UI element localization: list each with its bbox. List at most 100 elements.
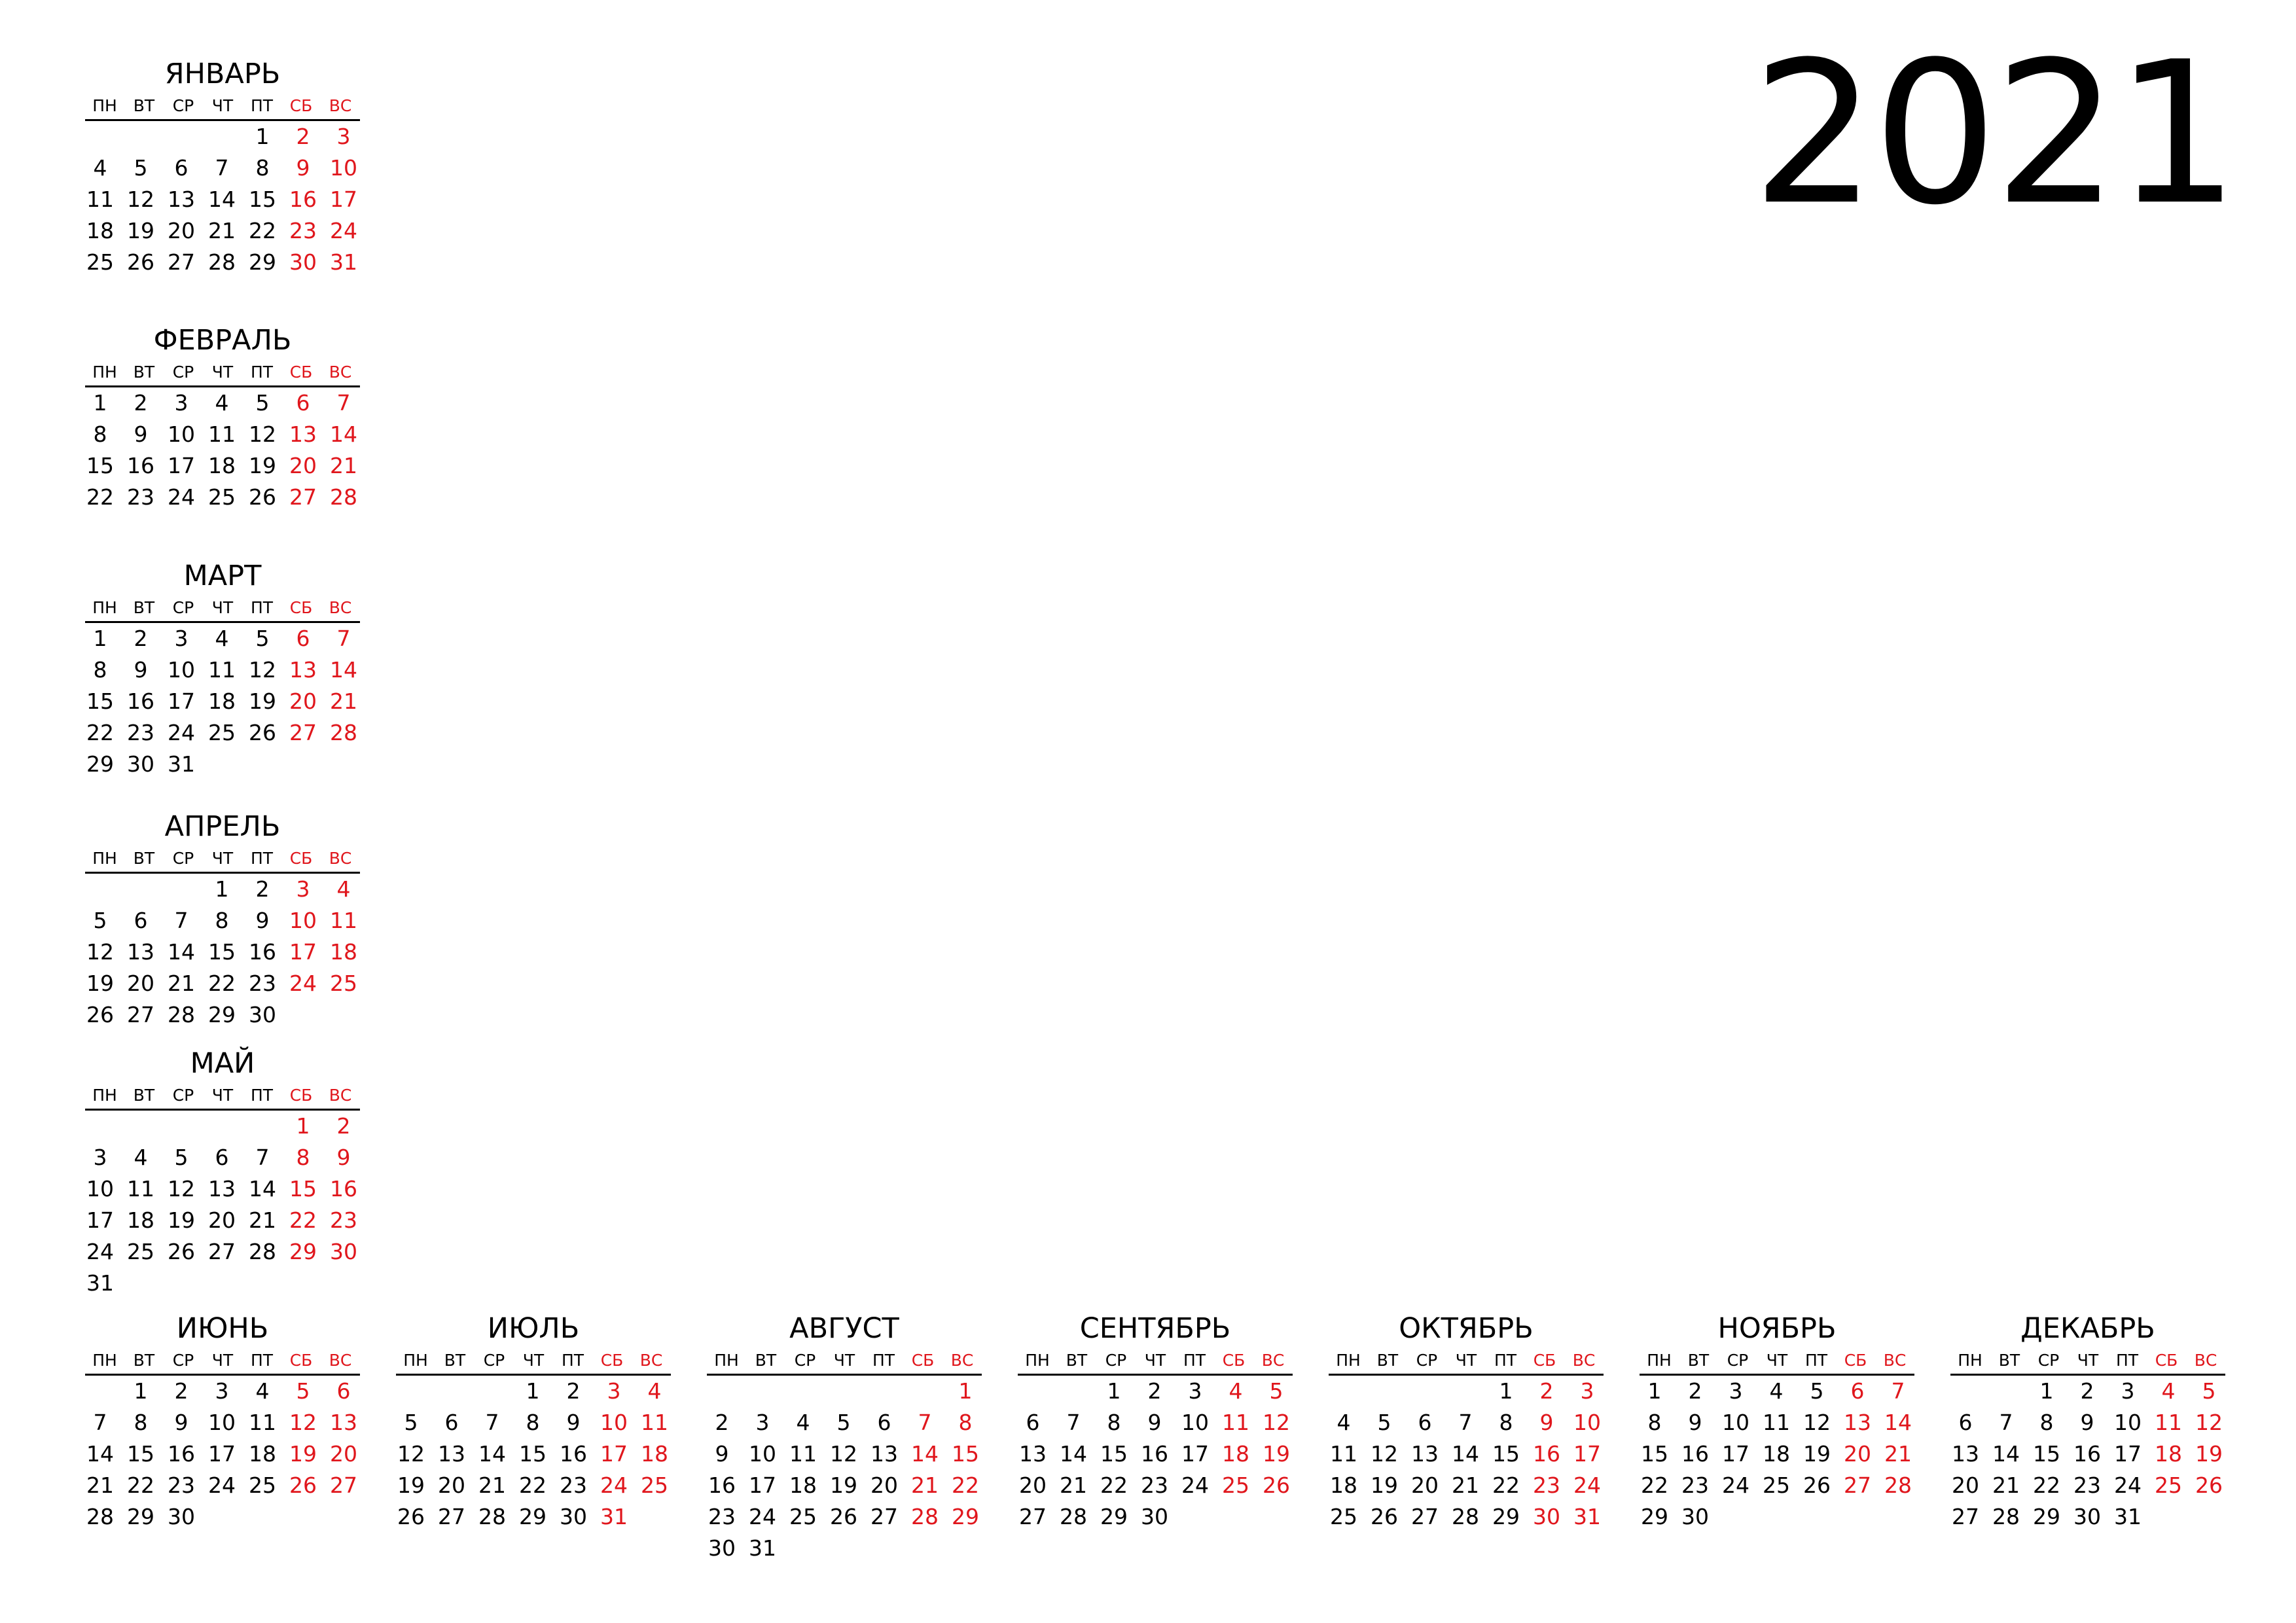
weekday-label: ПН bbox=[92, 1086, 117, 1105]
day-cell: 6 bbox=[134, 908, 148, 933]
day-cell: 2 bbox=[296, 124, 310, 149]
day-cell: 28 bbox=[330, 484, 357, 510]
week-row: 6 7 8 9 10 11 12 bbox=[1945, 1407, 2229, 1438]
day-cell: 11 bbox=[1330, 1441, 1357, 1467]
day-cell: 22 bbox=[2033, 1472, 2060, 1498]
weekday-label: ВС bbox=[329, 598, 352, 617]
empty-cell bbox=[1405, 1376, 1445, 1407]
day-cell: 3 bbox=[174, 390, 188, 416]
week-row: 19 20 21 22 23 24 25 bbox=[80, 968, 364, 999]
week-row: 1 2 3 bbox=[80, 121, 364, 152]
week-row: 15 16 17 18 19 20 21 bbox=[80, 450, 364, 482]
day-cell: 22 bbox=[208, 971, 236, 996]
day-cell: 25 bbox=[2155, 1472, 2182, 1498]
day-cell: 16 bbox=[168, 1441, 195, 1467]
day-cell: 13 bbox=[289, 657, 317, 683]
day-cell: 8 bbox=[296, 1145, 310, 1170]
weekday-label: ВС bbox=[329, 96, 352, 115]
day-cell: 3 bbox=[336, 124, 351, 149]
day-cell: 15 bbox=[2033, 1441, 2060, 1467]
day-cell: 7 bbox=[215, 155, 229, 181]
day-cell: 16 bbox=[1681, 1441, 1709, 1467]
week-row: 6 7 8 9 10 11 12 bbox=[1013, 1407, 1297, 1438]
day-cell: 11 bbox=[127, 1176, 154, 1202]
day-cell: 16 bbox=[560, 1441, 587, 1467]
day-cell: 27 bbox=[289, 720, 317, 745]
weekday-label: ВС bbox=[1261, 1351, 1285, 1370]
week-row: 2 3 4 5 6 7 8 bbox=[702, 1407, 986, 1438]
day-cell: 18 bbox=[86, 218, 114, 243]
day-cell: 12 bbox=[249, 657, 276, 683]
day-cell: 7 bbox=[336, 390, 351, 416]
day-cell: 3 bbox=[93, 1145, 107, 1170]
weekday-label: СР bbox=[172, 96, 194, 115]
weekday-label: ПН bbox=[92, 363, 117, 382]
day-cell: 22 bbox=[519, 1472, 547, 1498]
day-cell: 18 bbox=[2155, 1441, 2182, 1467]
month-name: АВГУСТ bbox=[789, 1312, 899, 1345]
day-cell: 2 bbox=[1147, 1378, 1162, 1404]
day-cell: 29 bbox=[208, 1002, 236, 1027]
day-cell: 28 bbox=[478, 1504, 506, 1529]
weekday-label: ВТ bbox=[444, 1351, 466, 1370]
week-row: 16 17 18 19 20 21 22 bbox=[702, 1470, 986, 1501]
week-row: 17 18 19 20 21 22 23 bbox=[80, 1205, 364, 1236]
weekday-label: СБ bbox=[2155, 1351, 2178, 1370]
day-cell: 26 bbox=[2195, 1472, 2223, 1498]
day-cell: 23 bbox=[289, 218, 317, 243]
day-cell: 14 bbox=[1060, 1441, 1087, 1467]
week-row: 5 6 7 8 9 10 11 bbox=[80, 905, 364, 936]
weekday-label: ЧТ bbox=[211, 849, 234, 868]
day-cell: 6 bbox=[444, 1410, 459, 1435]
day-cell: 6 bbox=[296, 390, 310, 416]
weekday-label: ВТ bbox=[133, 849, 155, 868]
day-cell: 6 bbox=[336, 1378, 351, 1404]
day-cell: 17 bbox=[208, 1441, 236, 1467]
day-cell: 28 bbox=[1884, 1472, 1912, 1498]
day-cell: 5 bbox=[836, 1410, 851, 1435]
day-cell: 15 bbox=[1492, 1441, 1520, 1467]
weekday-label: ВС bbox=[1883, 1351, 1907, 1370]
day-cell: 5 bbox=[255, 390, 270, 416]
day-cell: 8 bbox=[255, 155, 270, 181]
day-cell: 3 bbox=[215, 1378, 229, 1404]
weekday-header: ПН ВТ СР ЧТ ПТ СБ ВС bbox=[85, 1082, 360, 1111]
weekday-label: СБ bbox=[289, 96, 313, 115]
weekday-label: ЧТ bbox=[522, 1351, 545, 1370]
day-cell: 2 bbox=[255, 876, 270, 902]
day-cell: 11 bbox=[86, 187, 114, 212]
day-cell: 15 bbox=[519, 1441, 547, 1467]
day-cell: 21 bbox=[1060, 1472, 1087, 1498]
day-cell: 7 bbox=[93, 1410, 107, 1435]
month-name: ИЮНЬ bbox=[176, 1312, 269, 1345]
day-cell: 12 bbox=[1371, 1441, 1398, 1467]
week-row: 11 12 13 14 15 16 17 bbox=[80, 184, 364, 215]
day-cell: 7 bbox=[1066, 1410, 1081, 1435]
day-cell: 28 bbox=[330, 720, 357, 745]
day-cell: 30 bbox=[1681, 1504, 1709, 1529]
day-cell: 7 bbox=[485, 1410, 499, 1435]
day-cell: 19 bbox=[830, 1472, 857, 1498]
weekday-label: ВС bbox=[329, 363, 352, 382]
weekday-header: ПН ВТ СР ЧТ ПТ СБ ВС bbox=[1329, 1347, 1604, 1376]
day-cell: 3 bbox=[1580, 1378, 1594, 1404]
day-cell: 18 bbox=[789, 1472, 817, 1498]
day-cell: 7 bbox=[174, 908, 188, 933]
weekday-label: ВС bbox=[639, 1351, 663, 1370]
empty-cell bbox=[120, 1111, 161, 1142]
day-cell: 30 bbox=[289, 249, 317, 275]
day-cell: 1 bbox=[255, 124, 270, 149]
day-cell: 27 bbox=[1952, 1504, 1979, 1529]
weekday-label: ЧТ bbox=[211, 96, 234, 115]
day-cell: 27 bbox=[1019, 1504, 1047, 1529]
weekday-label: ПН bbox=[92, 96, 117, 115]
day-cell: 12 bbox=[397, 1441, 425, 1467]
day-cell: 30 bbox=[330, 1239, 357, 1264]
day-cell: 24 bbox=[168, 720, 195, 745]
day-cell: 25 bbox=[86, 249, 114, 275]
day-cell: 2 bbox=[134, 390, 148, 416]
